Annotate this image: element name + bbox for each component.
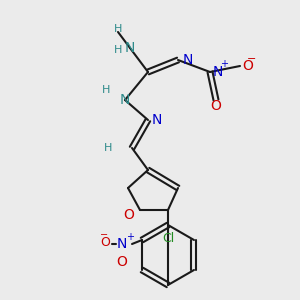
Text: N: N — [117, 237, 127, 251]
Text: N: N — [120, 93, 130, 107]
Text: O: O — [242, 59, 253, 73]
Text: N: N — [213, 65, 224, 79]
Text: H: H — [103, 143, 112, 153]
Text: O: O — [211, 99, 221, 113]
Text: H: H — [102, 85, 110, 95]
Text: O: O — [117, 255, 128, 269]
Text: H: H — [114, 24, 122, 34]
Text: N: N — [125, 41, 135, 55]
Text: +: + — [220, 59, 228, 69]
Text: +: + — [126, 232, 134, 242]
Text: O: O — [123, 208, 134, 222]
Text: O: O — [100, 236, 110, 248]
Text: N: N — [152, 113, 162, 127]
Text: Cl: Cl — [162, 232, 174, 245]
Text: N: N — [183, 53, 194, 67]
Text: −: − — [100, 230, 108, 240]
Text: −: − — [247, 54, 257, 64]
Text: H: H — [114, 45, 122, 55]
